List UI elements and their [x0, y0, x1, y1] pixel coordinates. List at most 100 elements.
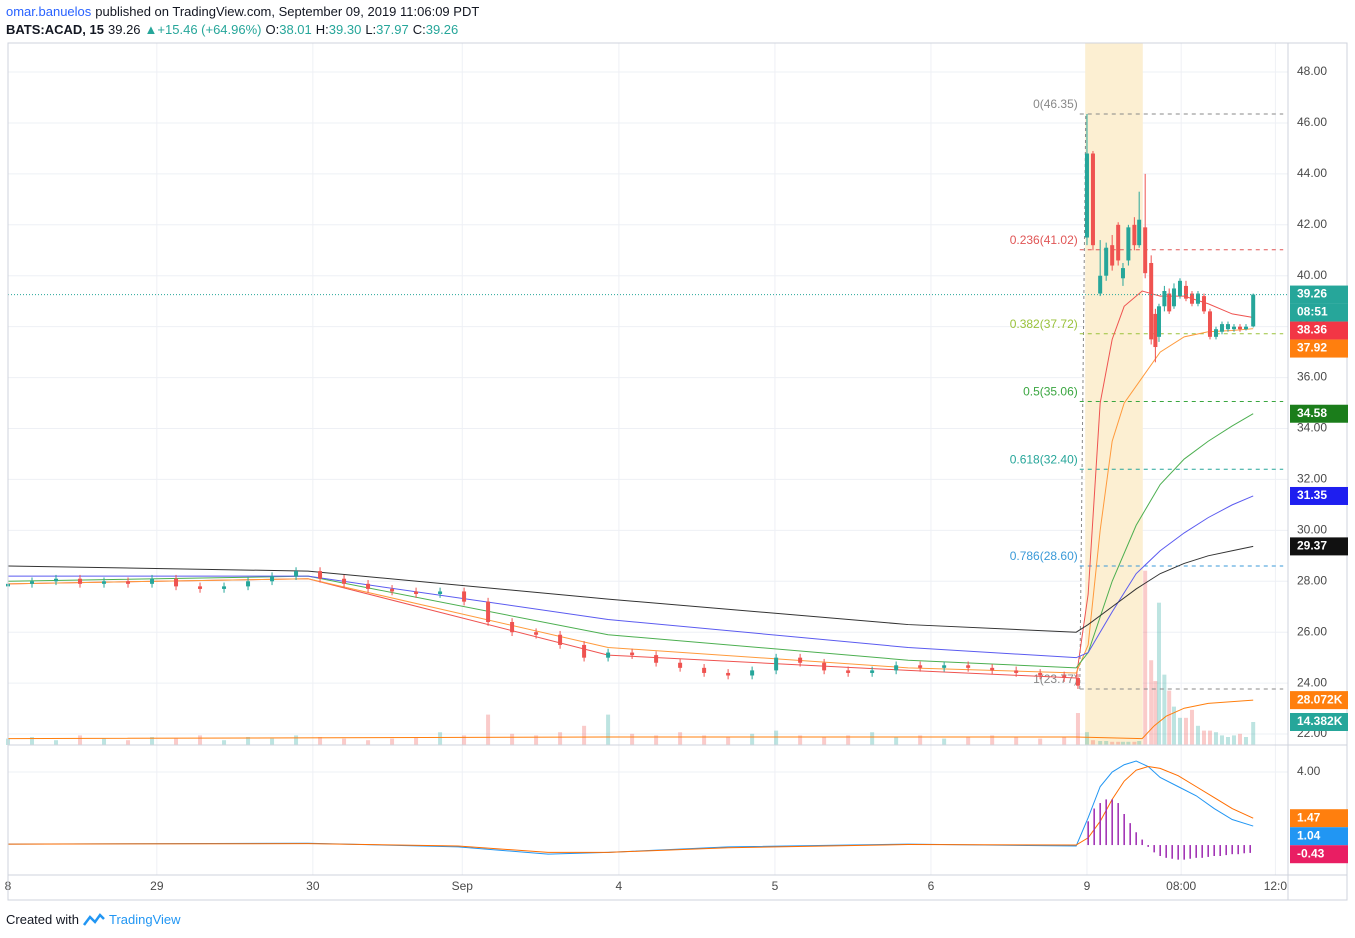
volume-ma [7, 699, 1254, 740]
ohlc-value: 38.01 [279, 22, 312, 37]
candle-body [1126, 227, 1131, 261]
volume-bar [1167, 690, 1172, 745]
moving-average [7, 545, 1254, 633]
candle-body [30, 581, 35, 584]
volume-bar [1156, 602, 1161, 745]
volume-bar [726, 737, 731, 745]
volume-bar [1225, 737, 1230, 745]
candle-body [1177, 280, 1182, 297]
x-tick-label: 9 [1084, 879, 1091, 893]
price-badge-label: 14.382K [1297, 714, 1343, 728]
volume-bar [846, 735, 851, 745]
fib-label: 1(23.77) [1033, 672, 1078, 686]
macd-line [7, 760, 1254, 855]
y-tick-label: 46.00 [1297, 115, 1327, 129]
price-badge-label: 29.37 [1297, 539, 1327, 553]
publish-line: omar.banuelos published on TradingView.co… [6, 4, 483, 19]
volume-bar [1189, 709, 1194, 745]
y-tick-label: 34.00 [1297, 421, 1327, 435]
candle-body [150, 578, 155, 584]
moving-average [8, 495, 1254, 659]
ohlc-key: O: [265, 22, 280, 37]
price-badge [1290, 303, 1348, 322]
y-tick-label: 42.00 [1297, 217, 1327, 231]
volume-bar [942, 738, 947, 745]
candle-body [1171, 288, 1176, 307]
candle-body [198, 586, 203, 589]
symbol-line: BATS:ACAD, 15 39.26 ▲+15.46 (+64.96%) O:38.… [6, 22, 466, 37]
x-tick-label: 12:0 [1264, 879, 1288, 893]
moving-average [7, 290, 1254, 679]
price-badge [1290, 827, 1348, 846]
candle-body [414, 591, 419, 595]
candle-body [1237, 326, 1242, 330]
candle-body [510, 622, 515, 633]
y-tick-label: 48.00 [1297, 64, 1327, 78]
candle-body [678, 662, 683, 668]
candle-body [1213, 329, 1218, 337]
volume-bar [1162, 674, 1167, 745]
candle-body [1098, 275, 1103, 294]
volume-bar [1183, 717, 1188, 745]
volume-bar [1116, 741, 1121, 745]
candle-body [726, 672, 731, 676]
volume-bar [630, 733, 635, 745]
candle-body [1143, 227, 1148, 274]
candle-body [438, 591, 443, 595]
volume-bar [1137, 741, 1142, 745]
volume-bar [606, 714, 611, 745]
ohlc-value: 37.97 [376, 22, 409, 37]
volume-bar [750, 733, 755, 745]
candle-body [798, 657, 803, 663]
candle-body [630, 652, 635, 656]
volume-bar [1213, 732, 1218, 745]
x-tick-label: Sep [452, 879, 474, 893]
volume-bar [462, 735, 467, 745]
volume-bar [966, 737, 971, 745]
candle-body [1167, 293, 1172, 312]
volume-bar [582, 725, 587, 745]
logo [82, 912, 105, 926]
candle-body [1132, 224, 1137, 246]
volume-bar [1219, 735, 1224, 745]
price-badge [1290, 537, 1348, 556]
y-tick-label: 32.00 [1297, 472, 1327, 486]
arrow: ▲ [144, 22, 158, 37]
volume-bar [678, 732, 683, 745]
y-tick-label: 28.00 [1297, 573, 1327, 587]
candle-body [390, 588, 395, 592]
price-badge-label: 08:51 [1297, 305, 1328, 319]
volume-bar [78, 735, 83, 745]
volume-bar [894, 737, 899, 745]
volume-bar [1110, 741, 1115, 745]
candle-body [1162, 291, 1167, 307]
candle-body [582, 644, 587, 658]
candle-body [558, 634, 563, 645]
candle-body [1075, 678, 1080, 686]
price-badge [1290, 691, 1348, 710]
fib-label: 0.382(37.72) [1010, 317, 1078, 331]
price-badge-label: 39.26 [1297, 287, 1327, 301]
candle-body [318, 571, 323, 579]
candle-body [1189, 293, 1194, 304]
y-tick-label: 24.00 [1297, 675, 1327, 689]
candle-body [534, 632, 539, 635]
candle-body [1120, 268, 1125, 279]
price-badge [1290, 713, 1348, 732]
price-badge [1290, 486, 1348, 505]
x-tick-label: 6 [928, 879, 935, 893]
price-badge [1290, 339, 1348, 358]
candle-body [1183, 285, 1188, 299]
candle-body [294, 571, 299, 577]
candle-body [894, 665, 899, 671]
volume-bar [870, 732, 875, 745]
volume-bar [390, 738, 395, 745]
candle-body [174, 578, 179, 587]
y-tick-label: 4.00 [1297, 764, 1321, 778]
ohlc-key: L: [365, 22, 377, 37]
author[interactable]: omar.banuelos [6, 4, 92, 19]
candle-body [102, 581, 107, 584]
x-tick-label: 4 [616, 879, 623, 893]
